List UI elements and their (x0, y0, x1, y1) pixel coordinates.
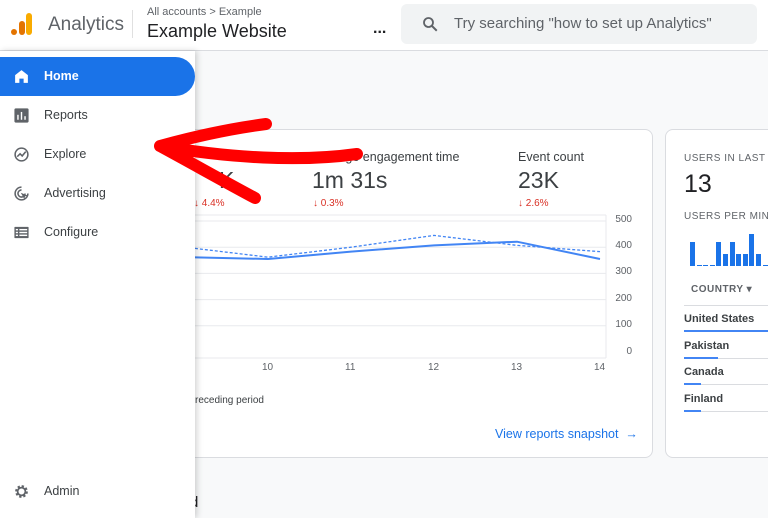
country-share-bar (684, 409, 701, 412)
country-dropdown[interactable]: COUNTRY ▾ (691, 284, 753, 295)
x-tick-label: 14 (594, 362, 606, 373)
per-minute-label: USERS PER MINU (684, 211, 768, 222)
metric-value: 23K (518, 167, 559, 193)
sidebar-item-configure[interactable]: Configure (0, 213, 195, 252)
metric-label: Event count (518, 150, 585, 164)
divider (684, 357, 768, 359)
realtime-count: 13 (684, 170, 712, 198)
per-minute-bar (736, 254, 742, 266)
country-share-bar (684, 356, 718, 359)
home-icon (15, 70, 28, 83)
y-tick-label: 400 (615, 240, 632, 252)
y-tick-label: 300 (615, 266, 632, 278)
x-tick-label: 11 (345, 362, 356, 373)
sidebar-item-label: Home (44, 69, 79, 83)
y-tick-label: 500 (615, 214, 632, 225)
property-selector[interactable]: Example Website (147, 21, 287, 41)
breadcrumb[interactable]: All accounts > Example (147, 6, 262, 18)
sidebar: Home Reports Explore Advertising Configu… (0, 51, 195, 518)
sidebar-item-label: Admin (44, 484, 80, 498)
legend-text: receding period (195, 395, 264, 406)
search-icon (423, 17, 438, 32)
explore-icon (14, 147, 29, 162)
search-input[interactable]: Try searching "how to set up Analytics" (401, 4, 757, 44)
sidebar-item-label: Configure (44, 225, 99, 239)
analytics-logo-icon[interactable] (10, 12, 34, 36)
sidebar-item-label: Reports (44, 108, 88, 122)
per-minute-bar (749, 234, 755, 266)
gear-icon (15, 485, 28, 498)
solid-series-line (184, 240, 601, 260)
per-minute-bar (729, 242, 735, 266)
x-tick-label: 13 (511, 362, 523, 373)
top-header: Analytics All accounts > Example Example… (0, 0, 768, 51)
per-minute-bar (696, 265, 702, 266)
search-placeholder: Try searching "how to set up Analytics" (454, 15, 712, 32)
divider (684, 410, 768, 412)
app-name: Analytics (48, 14, 125, 35)
x-tick-label: 12 (428, 362, 440, 373)
sidebar-item-label: Advertising (44, 186, 106, 200)
per-minute-bar (742, 254, 748, 266)
bar-chart-icon (14, 108, 29, 123)
realtime-card (665, 129, 768, 458)
per-minute-bar (723, 254, 728, 266)
list-icon (14, 226, 29, 239)
sidebar-item-advertising[interactable]: Advertising (0, 174, 195, 213)
per-minute-bar (756, 254, 761, 266)
advertising-icon (14, 186, 29, 201)
per-minute-bar (703, 265, 709, 266)
y-tick-label: 100 (615, 318, 632, 330)
country-row[interactable]: Pakistan (684, 339, 730, 352)
per-minute-bar (762, 265, 768, 266)
y-tick-label: 0 (626, 346, 632, 357)
y-tick-label: 200 (615, 292, 632, 304)
more-options-button[interactable]: ... (373, 20, 387, 37)
sidebar-item-explore[interactable]: Explore (0, 135, 195, 174)
country-share-bar (684, 330, 768, 332)
country-share-bar (684, 383, 701, 385)
sidebar-item-label: Explore (44, 147, 87, 161)
sidebar-item-reports[interactable]: Reports (0, 96, 195, 135)
country-row[interactable]: Finland (684, 392, 724, 405)
x-tick-label: 10 (262, 362, 274, 373)
country-dropdown-label: COUNTRY (691, 284, 744, 295)
realtime-title: USERS IN LAST 30 (684, 153, 768, 164)
divider (132, 10, 133, 38)
per-minute-bar (690, 242, 695, 266)
arrow-right-icon: → (621, 427, 638, 441)
link-label: View reports snapshot (495, 427, 619, 441)
divider (684, 305, 768, 306)
country-row[interactable]: Canada (684, 366, 724, 378)
per-minute-bar (709, 265, 715, 266)
sidebar-item-home[interactable]: Home (0, 57, 195, 96)
metric-delta: ↓ 2.6% (518, 198, 549, 209)
sidebar-item-admin[interactable]: Admin (0, 472, 195, 511)
per-minute-bar (716, 242, 722, 266)
metric-delta-value: 2.6% (525, 198, 549, 209)
view-reports-snapshot-link[interactable]: View reports snapshot → (495, 427, 638, 441)
country-row[interactable]: United States (684, 313, 755, 325)
divider (684, 384, 768, 385)
